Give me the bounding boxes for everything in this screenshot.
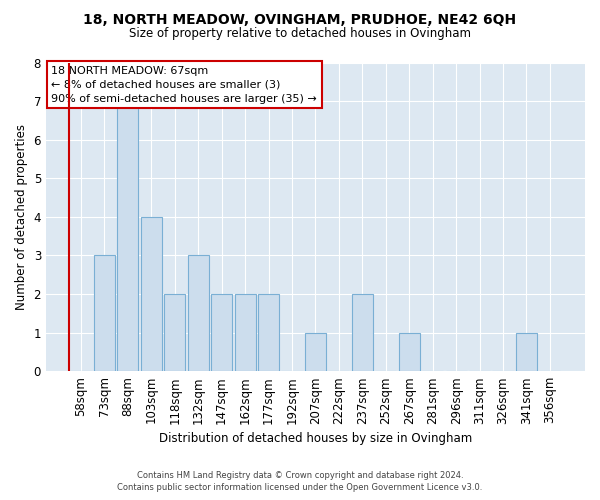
Text: 18 NORTH MEADOW: 67sqm
← 8% of detached houses are smaller (3)
90% of semi-detac: 18 NORTH MEADOW: 67sqm ← 8% of detached …: [52, 66, 317, 104]
Bar: [516, 332, 537, 371]
Bar: [188, 256, 209, 371]
Bar: [235, 294, 256, 371]
Bar: [258, 294, 279, 371]
Bar: [141, 217, 162, 371]
Bar: [305, 332, 326, 371]
Text: Contains HM Land Registry data © Crown copyright and database right 2024.
Contai: Contains HM Land Registry data © Crown c…: [118, 471, 482, 492]
Bar: [164, 294, 185, 371]
Text: 18, NORTH MEADOW, OVINGHAM, PRUDHOE, NE42 6QH: 18, NORTH MEADOW, OVINGHAM, PRUDHOE, NE4…: [83, 12, 517, 26]
Y-axis label: Number of detached properties: Number of detached properties: [15, 124, 28, 310]
X-axis label: Distribution of detached houses by size in Ovingham: Distribution of detached houses by size …: [159, 432, 472, 445]
Text: Size of property relative to detached houses in Ovingham: Size of property relative to detached ho…: [129, 28, 471, 40]
Bar: [94, 256, 115, 371]
Bar: [118, 101, 139, 371]
Bar: [352, 294, 373, 371]
Bar: [399, 332, 420, 371]
Bar: [211, 294, 232, 371]
